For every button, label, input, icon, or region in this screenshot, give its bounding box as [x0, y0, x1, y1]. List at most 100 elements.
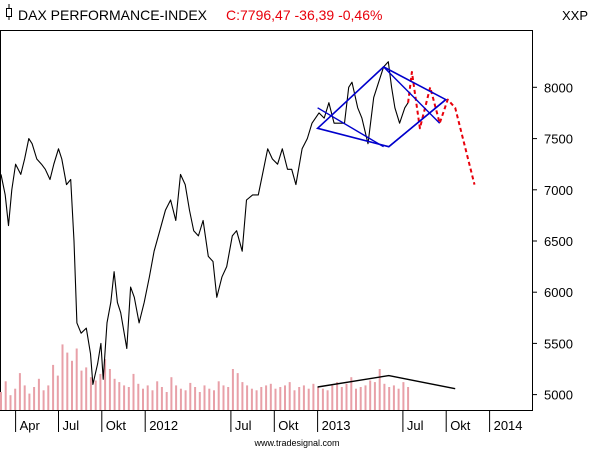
plot-area: [0, 30, 533, 411]
volume-bar: [321, 388, 324, 410]
pattern-line: [317, 107, 384, 148]
volume-bar: [355, 388, 357, 410]
volume-bar: [104, 359, 107, 410]
x-tick-label: Okt: [278, 418, 299, 433]
series-layer: [0, 61, 476, 385]
volume-bar: [108, 369, 111, 410]
volume-bar: [123, 385, 126, 410]
volume-bar: [279, 387, 282, 410]
volume-bar: [203, 385, 206, 410]
volume-bar: [231, 369, 234, 410]
volume-bars: [0, 344, 410, 410]
volume-bar: [61, 344, 64, 410]
volume-trend: [317, 374, 456, 390]
volume-bar: [208, 388, 211, 410]
volume-bar: [317, 387, 320, 410]
volume-bar: [241, 382, 244, 410]
volume-bar: [23, 385, 26, 410]
volume-bar: [284, 385, 286, 410]
volume-bar: [184, 390, 187, 410]
projection-line: [407, 71, 476, 185]
volume-bar: [407, 387, 410, 410]
volume-bar: [213, 390, 215, 410]
volume-bar: [160, 387, 163, 410]
volume-bar: [89, 377, 92, 410]
volume-bar: [397, 388, 400, 410]
volume-bar: [260, 387, 263, 410]
x-tick-label: Jul: [407, 418, 424, 433]
volume-bar: [198, 392, 201, 410]
volume-bar: [302, 385, 305, 410]
volume-bar: [345, 383, 348, 410]
pattern-line: [388, 99, 447, 148]
exchange-label: XXP: [562, 8, 588, 23]
y-tick-label: 5000: [544, 388, 573, 403]
volume-bar: [175, 385, 178, 410]
volume-bar: [4, 381, 7, 410]
volume-bar: [179, 388, 182, 410]
volume-bar: [33, 387, 36, 410]
y-tick-label: 5500: [544, 336, 573, 351]
volume-bar: [80, 370, 83, 410]
volume-bar: [118, 382, 121, 410]
volume-bar: [75, 348, 78, 410]
volume-bar: [42, 390, 45, 410]
y-tick-label: 6500: [544, 234, 573, 249]
volume-bar: [359, 387, 362, 410]
candlestick-icon: [6, 4, 12, 20]
volume-bar: [56, 375, 59, 410]
pattern-line: [383, 66, 441, 124]
volume-bar: [146, 385, 149, 410]
volume-bar: [255, 390, 258, 410]
volume-bar: [293, 390, 296, 410]
volume-bar: [227, 387, 230, 410]
volume-bar: [142, 388, 144, 410]
volume-bar: [137, 383, 140, 410]
volume-bar: [18, 373, 21, 410]
volume-bar: [28, 393, 31, 410]
volume-bar: [99, 373, 102, 410]
volume-bar: [392, 385, 395, 410]
volume-bar: [331, 385, 334, 410]
volume-bar: [246, 385, 249, 410]
volume-bar: [250, 388, 253, 410]
annotation-layer: [315, 65, 448, 148]
volume-bar: [85, 367, 88, 410]
volume-bar: [170, 377, 173, 410]
volume-bar: [312, 383, 315, 410]
volume-bar: [94, 380, 97, 410]
x-tick-label: Okt: [450, 418, 471, 433]
volume-bar: [326, 390, 329, 410]
volume-bar: [383, 383, 386, 410]
volume-bar: [369, 380, 372, 410]
volume-bar: [194, 387, 197, 410]
volume-bar: [0, 392, 2, 410]
price-line: [0, 61, 409, 385]
y-tick-label: 6000: [544, 285, 573, 300]
x-axis: Apr Jul Okt 2012 Jul Okt 2013 Jul Okt 2014: [15, 410, 523, 433]
volume-bar: [336, 382, 339, 410]
volume-bar: [217, 381, 220, 410]
volume-bar: [298, 387, 301, 410]
x-tick-label: Okt: [106, 418, 127, 433]
y-tick-label: 7000: [544, 183, 573, 198]
volume-bar: [288, 382, 291, 410]
volume-bar: [132, 373, 135, 410]
volume-bar: [37, 378, 40, 410]
volume-bar: [71, 360, 73, 410]
volume-bar: [402, 382, 405, 410]
volume-bar: [127, 387, 130, 410]
volume-bar: [274, 388, 277, 410]
y-tick-label: 8000: [544, 80, 573, 95]
volume-bar: [14, 388, 17, 410]
volume-bar: [165, 392, 168, 410]
volume-bar: [47, 385, 50, 410]
volume-bar: [373, 382, 376, 410]
x-tick-label: Jul: [235, 418, 252, 433]
volume-bar: [388, 387, 391, 410]
x-tick-label: 2013: [322, 418, 351, 433]
volume-bar: [52, 364, 55, 410]
volume-bar: [236, 373, 239, 410]
volume-bar: [9, 395, 12, 410]
